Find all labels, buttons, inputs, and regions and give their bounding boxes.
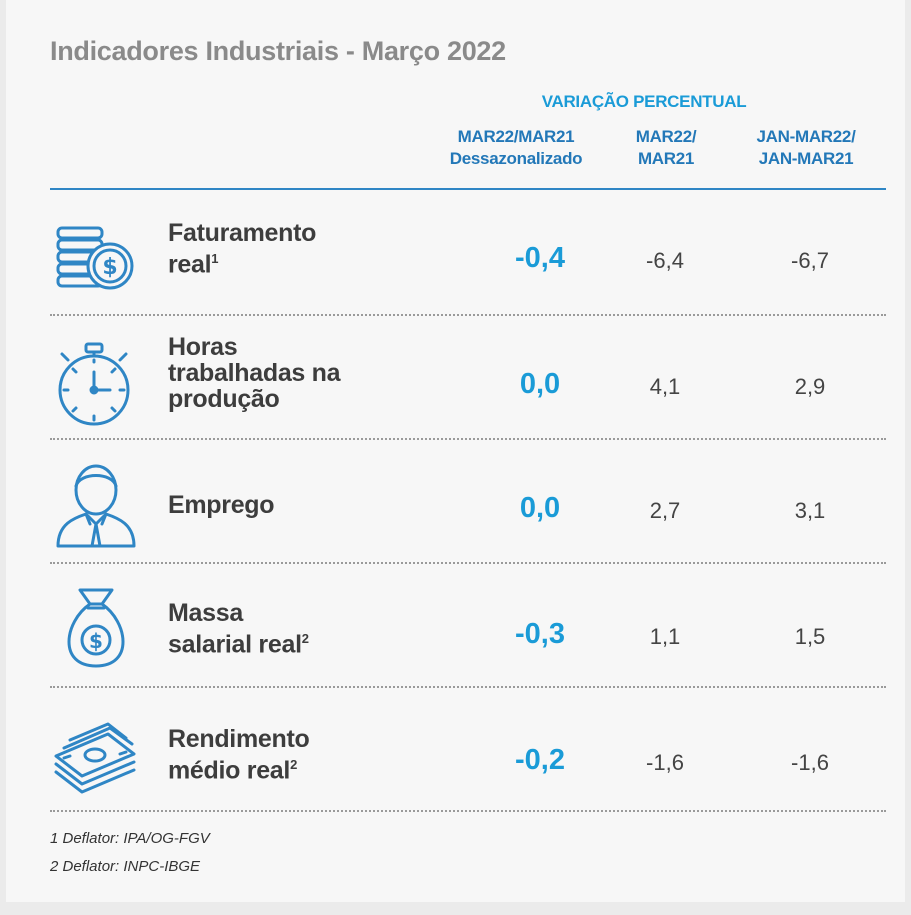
stopwatch-icon bbox=[50, 338, 142, 430]
row-label: Faturamento real1 bbox=[168, 220, 316, 277]
row-label: Emprego bbox=[168, 491, 275, 519]
footnote-1: 1 Deflator: IPA/OG-FGV bbox=[50, 830, 210, 847]
row-label-line: Massa bbox=[168, 599, 243, 627]
value-ytd: -6,7 bbox=[791, 248, 829, 273]
value-ytd: -1,6 bbox=[791, 750, 829, 775]
indicators-panel: Indicadores Industriais - Março 2022 VAR… bbox=[6, 0, 905, 902]
col-header-3: JAN-MAR22/ JAN-MAR21 bbox=[736, 126, 876, 170]
row-label-line: Emprego bbox=[168, 491, 275, 519]
col-header-3-line1: JAN-MAR22/ bbox=[756, 127, 856, 146]
value-month: 4,1 bbox=[649, 374, 681, 399]
row-divider bbox=[50, 686, 886, 688]
table-row: Horas trabalhadas na produção 0,0 4,1 2,… bbox=[50, 316, 886, 440]
table-row: $ Massa salarial real2 -0,3 1,1 1,5 bbox=[50, 564, 886, 688]
row-label: Massa salarial real2 bbox=[168, 600, 309, 657]
page-title: Indicadores Industriais - Março 2022 bbox=[50, 36, 506, 66]
group-header: VARIAÇÃO PERCENTUAL bbox=[541, 92, 747, 111]
row-label-line: produção bbox=[168, 385, 280, 413]
value-ytd: 1,5 bbox=[794, 624, 826, 649]
person-icon bbox=[50, 458, 142, 550]
row-label-line: Horas bbox=[168, 333, 238, 361]
col-header-3-line2: JAN-MAR21 bbox=[758, 149, 854, 168]
header-rule bbox=[50, 188, 886, 190]
footnote-marker: 2 bbox=[290, 757, 297, 772]
row-label-line: Rendimento bbox=[168, 725, 310, 753]
row-label-line: médio real bbox=[168, 756, 291, 785]
table-row: Rendimento médio real2 -0,2 -1,6 -1,6 bbox=[50, 688, 886, 812]
value-seasonal: -0,3 bbox=[515, 618, 565, 650]
row-label: Horas trabalhadas na produção bbox=[168, 333, 341, 413]
row-divider bbox=[50, 438, 886, 440]
value-month: -1,6 bbox=[646, 750, 684, 775]
value-seasonal: -0,4 bbox=[515, 242, 565, 274]
col-header-2-line1: MAR22/ bbox=[635, 127, 697, 146]
col-header-1-line2: Dessazonalizado bbox=[449, 149, 583, 168]
row-label: Rendimento médio real2 bbox=[168, 725, 310, 785]
col-header-2-line2: MAR21 bbox=[637, 149, 695, 168]
row-divider bbox=[50, 562, 886, 564]
banknotes-icon bbox=[50, 706, 142, 798]
row-label-line: real bbox=[168, 250, 212, 279]
row-divider bbox=[50, 810, 886, 812]
row-divider bbox=[50, 314, 886, 316]
value-ytd: 3,1 bbox=[794, 498, 826, 523]
col-header-1: MAR22/MAR21 Dessazonalizado bbox=[426, 126, 606, 170]
footnote-marker: 1 bbox=[211, 251, 219, 266]
table-row: $ Faturamento real1 -0,4 -6,4 -6,7 bbox=[50, 192, 886, 316]
svg-text:$: $ bbox=[102, 255, 117, 280]
row-label-line: salarial real bbox=[168, 630, 302, 659]
footnote-marker: 2 bbox=[301, 631, 309, 646]
value-seasonal: -0,2 bbox=[515, 744, 565, 776]
row-label-line: trabalhadas na bbox=[168, 359, 341, 387]
money-bag-icon: $ bbox=[50, 582, 142, 674]
coins-icon: $ bbox=[50, 210, 142, 302]
value-seasonal: 0,0 bbox=[519, 368, 561, 400]
value-month: 1,1 bbox=[649, 624, 681, 649]
footnote-2: 2 Deflator: INPC-IBGE bbox=[50, 858, 201, 875]
row-label-line: Faturamento bbox=[168, 219, 317, 247]
col-header-2: MAR22/ MAR21 bbox=[618, 126, 714, 170]
value-seasonal: 0,0 bbox=[519, 492, 561, 524]
value-month: 2,7 bbox=[649, 498, 681, 523]
col-header-1-line1: MAR22/MAR21 bbox=[457, 127, 575, 146]
table-row: Emprego 0,0 2,7 3,1 bbox=[50, 440, 886, 564]
value-ytd: 2,9 bbox=[794, 374, 826, 399]
svg-text:$: $ bbox=[89, 629, 103, 653]
value-month: -6,4 bbox=[646, 248, 684, 273]
